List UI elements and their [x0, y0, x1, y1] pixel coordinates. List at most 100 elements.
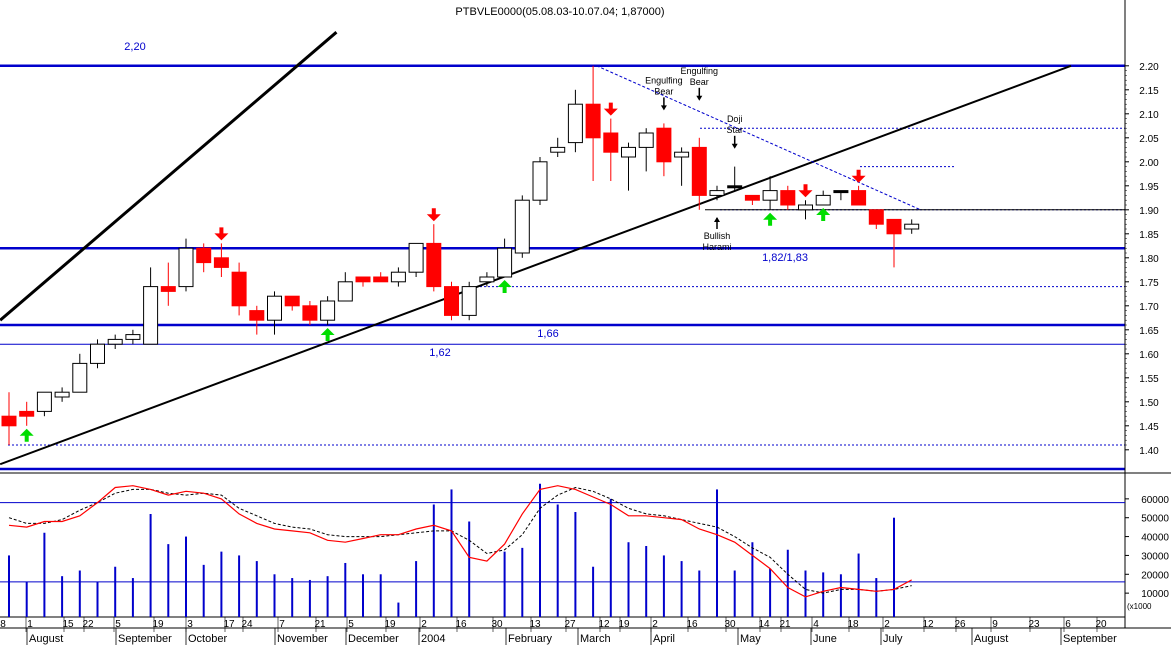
candle [461, 281, 477, 321]
candle-body [426, 242, 442, 288]
candle [1, 392, 17, 445]
horizontal-line-label: 1,66 [537, 328, 558, 340]
candle-body [284, 295, 300, 307]
date-tick-label: 18 [847, 619, 859, 630]
candle-body [231, 271, 247, 307]
candle-body [532, 161, 548, 201]
trend-line [0, 31, 338, 322]
candle-body [691, 146, 707, 196]
horizontal-line-label: 2,20 [124, 41, 145, 53]
volume-panel: 10000 20000 30000 40000 50000 60000 (x1000 [0, 483, 1169, 617]
candle-body [107, 338, 123, 345]
month-label: August [974, 633, 1008, 645]
candle [656, 123, 672, 177]
candle [284, 295, 300, 311]
date-tick-label: 21 [314, 619, 326, 630]
price-tick-label: 2.20 [1139, 62, 1159, 73]
date-tick-label: 23 [1028, 619, 1040, 630]
candle [674, 147, 690, 186]
candle [603, 118, 619, 181]
candle-body [886, 218, 902, 235]
date-tick-label: 26 [954, 619, 966, 630]
month-label: November [277, 633, 328, 645]
candle-body [337, 281, 353, 302]
candle-body [656, 127, 672, 163]
candle-body [514, 199, 530, 254]
pattern-label: Harami [702, 242, 731, 252]
price-tick-label: 2.15 [1139, 86, 1159, 97]
trend-line [596, 65, 921, 211]
date-tick-label: 19 [384, 619, 396, 630]
candle [213, 243, 229, 277]
candle-body [355, 276, 371, 283]
pattern-label: Doji [727, 114, 743, 124]
date-tick-label: 20 [1095, 619, 1107, 630]
price-tick-label: 1.70 [1139, 302, 1159, 313]
pattern-label: Engulfing [645, 75, 683, 85]
candle-body [567, 103, 583, 144]
buy-arrow [816, 208, 831, 221]
candle [267, 291, 282, 335]
candle-body [603, 132, 619, 153]
candle-body [444, 286, 459, 316]
buy-arrow [19, 428, 34, 442]
date-tick-label: 30 [491, 619, 503, 630]
candle [160, 262, 176, 306]
candle [320, 296, 336, 325]
candle [36, 391, 52, 417]
candle-body [213, 257, 229, 268]
date-tick-label: 2 [652, 619, 658, 630]
candle-body [390, 271, 406, 283]
stochastic-k-line [8, 485, 912, 598]
candle [514, 195, 530, 258]
sell-arrow [426, 208, 441, 222]
candle [143, 267, 159, 345]
candle [408, 242, 424, 277]
month-label: July [883, 633, 903, 645]
date-axis: 8 1 15 22 5 19 3 17 24 7 21 5 19 2 16 30 13 27 12 19 2 16 30 14… [0, 617, 1117, 645]
candle [709, 185, 725, 201]
candle-body [125, 334, 141, 340]
month-label: April [653, 633, 675, 645]
price-tick-label: 2.05 [1139, 134, 1159, 145]
month-label: May [740, 633, 761, 645]
candle [72, 353, 88, 393]
date-tick-label: 17 [223, 619, 235, 630]
month-label: September [1063, 633, 1117, 645]
candle-body [585, 103, 601, 139]
date-tick-label: 12 [922, 619, 934, 630]
month-label: September [118, 633, 172, 645]
signal-arrows [19, 102, 866, 442]
candle [479, 272, 495, 287]
horizontal-line-label: 1,62 [429, 347, 450, 359]
candle-body [780, 190, 796, 206]
volume-tick-label: 50000 [1141, 514, 1169, 525]
candle-body [621, 146, 636, 158]
candle-body [497, 247, 513, 278]
price-tick-label: 1.90 [1139, 206, 1159, 217]
price-tick-label: 1.45 [1139, 422, 1159, 433]
horizontal-line-label: 1,82/1,83 [762, 252, 808, 264]
candle-body [178, 247, 194, 288]
date-tick-label: 2 [884, 619, 890, 630]
volume-tick-label: 30000 [1141, 551, 1169, 562]
candle-body [19, 410, 35, 417]
stochastic-d-line [8, 486, 912, 594]
price-tick-label: 1.40 [1139, 446, 1159, 457]
candle-body [373, 276, 389, 283]
support-resistance-lines: 2,20 1,82/1,83 1,66 1,62 [0, 41, 1125, 471]
buy-arrow [320, 328, 335, 341]
candle-body [727, 185, 743, 189]
candle-body [904, 223, 920, 230]
pattern-pointer-head [696, 95, 703, 101]
price-tick-label: 1.50 [1139, 398, 1159, 409]
candle-body [249, 310, 265, 321]
date-tick-label: 5 [115, 619, 121, 630]
date-tick-label: 12 [598, 619, 610, 630]
candle-body [461, 286, 477, 316]
pattern-pointer-head [714, 217, 720, 222]
candle [886, 218, 902, 268]
candle-body [815, 194, 831, 206]
